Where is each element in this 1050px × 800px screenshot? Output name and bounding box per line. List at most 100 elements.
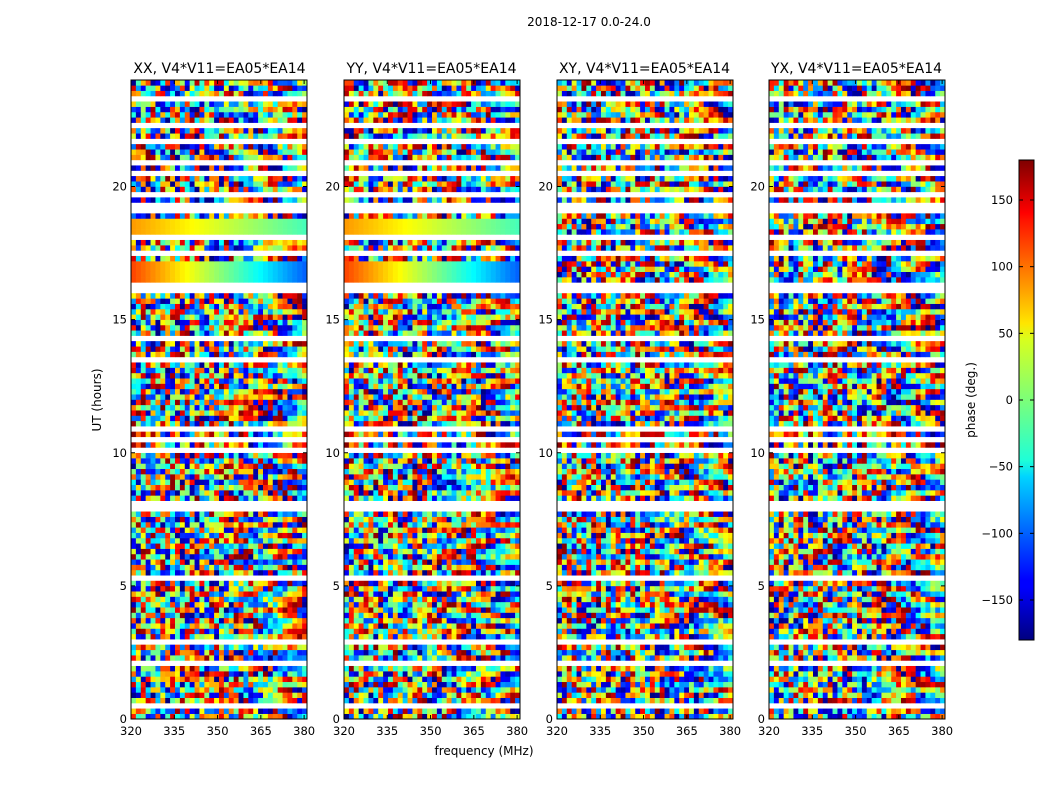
y-tick-label: 0 xyxy=(120,712,127,726)
x-tick-label: 320 xyxy=(758,724,780,738)
y-tick-label: 20 xyxy=(325,180,340,194)
colorbar-label: phase (deg.) xyxy=(964,362,978,438)
panel-title-yy: YY, V4*V11=EA05*EA14 xyxy=(345,61,516,77)
flagged-row xyxy=(131,234,307,240)
flagged-row xyxy=(557,138,733,145)
y-tick-label: 5 xyxy=(758,579,765,593)
x-tick-label: 320 xyxy=(120,724,142,738)
flagged-row xyxy=(769,436,945,443)
flagged-row xyxy=(769,159,945,166)
flagged-row xyxy=(769,234,945,240)
flagged-row xyxy=(344,447,520,453)
flagged-row xyxy=(344,282,520,288)
flagged-row xyxy=(131,660,307,666)
flagged-row xyxy=(344,703,520,709)
flagged-row xyxy=(557,287,733,294)
panel-title-xx: XX, V4*V11=EA05*EA14 xyxy=(133,61,305,77)
panel-frame xyxy=(343,79,521,720)
flagged-row xyxy=(557,234,733,240)
flagged-row xyxy=(557,282,733,288)
flagged-row xyxy=(344,436,520,443)
panel-xx: XX, V4*V11=EA05*EA14 320 335 350 365 380 0 5 10… xyxy=(112,61,315,738)
flagged-row xyxy=(131,138,307,145)
flagged-row xyxy=(131,122,307,129)
x-tick-label: 380 xyxy=(931,724,953,738)
colorbar-tick-label: −100 xyxy=(981,526,1013,540)
y-tick-label: 10 xyxy=(112,446,127,460)
flagged-row xyxy=(344,138,520,145)
y-tick-label: 0 xyxy=(758,712,765,726)
phase-image-xx xyxy=(131,80,307,719)
x-tick-label: 380 xyxy=(719,724,741,738)
y-tick-label: 10 xyxy=(750,446,765,460)
y-tick-label: 10 xyxy=(538,446,553,460)
flagged-row xyxy=(769,138,945,145)
flagged-row xyxy=(557,122,733,129)
x-axis-label: frequency (MHz) xyxy=(434,744,533,758)
flagged-row xyxy=(769,506,945,512)
flagged-row xyxy=(769,287,945,294)
flagged-row xyxy=(344,287,520,294)
y-tick-label: 0 xyxy=(333,712,340,726)
flagged-row xyxy=(344,234,520,240)
phase-image-yx xyxy=(769,80,945,719)
flagged-row xyxy=(131,575,307,581)
x-tick-label: 335 xyxy=(801,724,823,738)
flagged-row xyxy=(131,639,307,645)
x-tick-label: 365 xyxy=(250,724,272,738)
flagged-row xyxy=(131,506,307,512)
flagged-row xyxy=(344,191,520,198)
x-tick-label: 365 xyxy=(676,724,698,738)
flagged-row xyxy=(131,95,307,102)
flagged-row xyxy=(344,250,520,256)
panel-frame xyxy=(130,79,308,720)
flagged-row xyxy=(344,122,520,129)
panel-title-yx: YX, V4*V11=EA05*EA14 xyxy=(770,61,942,77)
x-tick-label: 350 xyxy=(845,724,867,738)
flagged-row xyxy=(344,170,520,177)
flagged-row xyxy=(769,170,945,177)
flagged-row xyxy=(557,159,733,166)
figure-suptitle: 2018-12-17 0.0-24.0 xyxy=(527,15,651,29)
flagged-row xyxy=(769,282,945,288)
flagged-row xyxy=(557,660,733,666)
y-tick-label: 15 xyxy=(750,313,765,327)
flagged-row xyxy=(769,95,945,102)
flagged-row xyxy=(557,207,733,214)
y-tick-label: 20 xyxy=(538,180,553,194)
flagged-row xyxy=(769,426,945,432)
flagged-row xyxy=(344,356,520,363)
flagged-row xyxy=(769,191,945,198)
flagged-row xyxy=(344,426,520,432)
y-tick-label: 20 xyxy=(750,180,765,194)
flagged-row xyxy=(769,356,945,363)
y-tick-label: 20 xyxy=(112,180,127,194)
x-tick-label: 335 xyxy=(376,724,398,738)
flagged-row xyxy=(344,660,520,666)
x-tick-label: 320 xyxy=(333,724,355,738)
x-tick-label: 380 xyxy=(293,724,315,738)
flagged-row xyxy=(557,170,733,177)
flagged-row xyxy=(557,500,733,507)
x-tick-label: 320 xyxy=(546,724,568,738)
flagged-row xyxy=(131,500,307,507)
x-tick-label: 335 xyxy=(589,724,611,738)
panel-yy: YY, V4*V11=EA05*EA14 320 335 350 365 380 0 5 10… xyxy=(325,61,528,738)
flagged-row xyxy=(769,575,945,581)
colorbar-tick-label: 50 xyxy=(998,326,1013,340)
y-tick-label: 15 xyxy=(325,313,340,327)
flagged-row xyxy=(344,159,520,166)
flagged-row xyxy=(769,500,945,507)
flagged-row xyxy=(557,703,733,709)
colorbar-tick-label: 100 xyxy=(991,260,1013,274)
flagged-row xyxy=(769,639,945,645)
flagged-row xyxy=(131,170,307,177)
flagged-row xyxy=(131,703,307,709)
panel-xy: XY, V4*V11=EA05*EA14 320 335 350 365 380 0 5 10… xyxy=(538,61,741,738)
x-tick-label: 365 xyxy=(463,724,485,738)
flagged-row xyxy=(344,202,520,208)
flagged-row xyxy=(557,426,733,432)
flagged-row xyxy=(131,250,307,256)
flagged-row xyxy=(131,436,307,443)
flagged-row xyxy=(557,356,733,363)
